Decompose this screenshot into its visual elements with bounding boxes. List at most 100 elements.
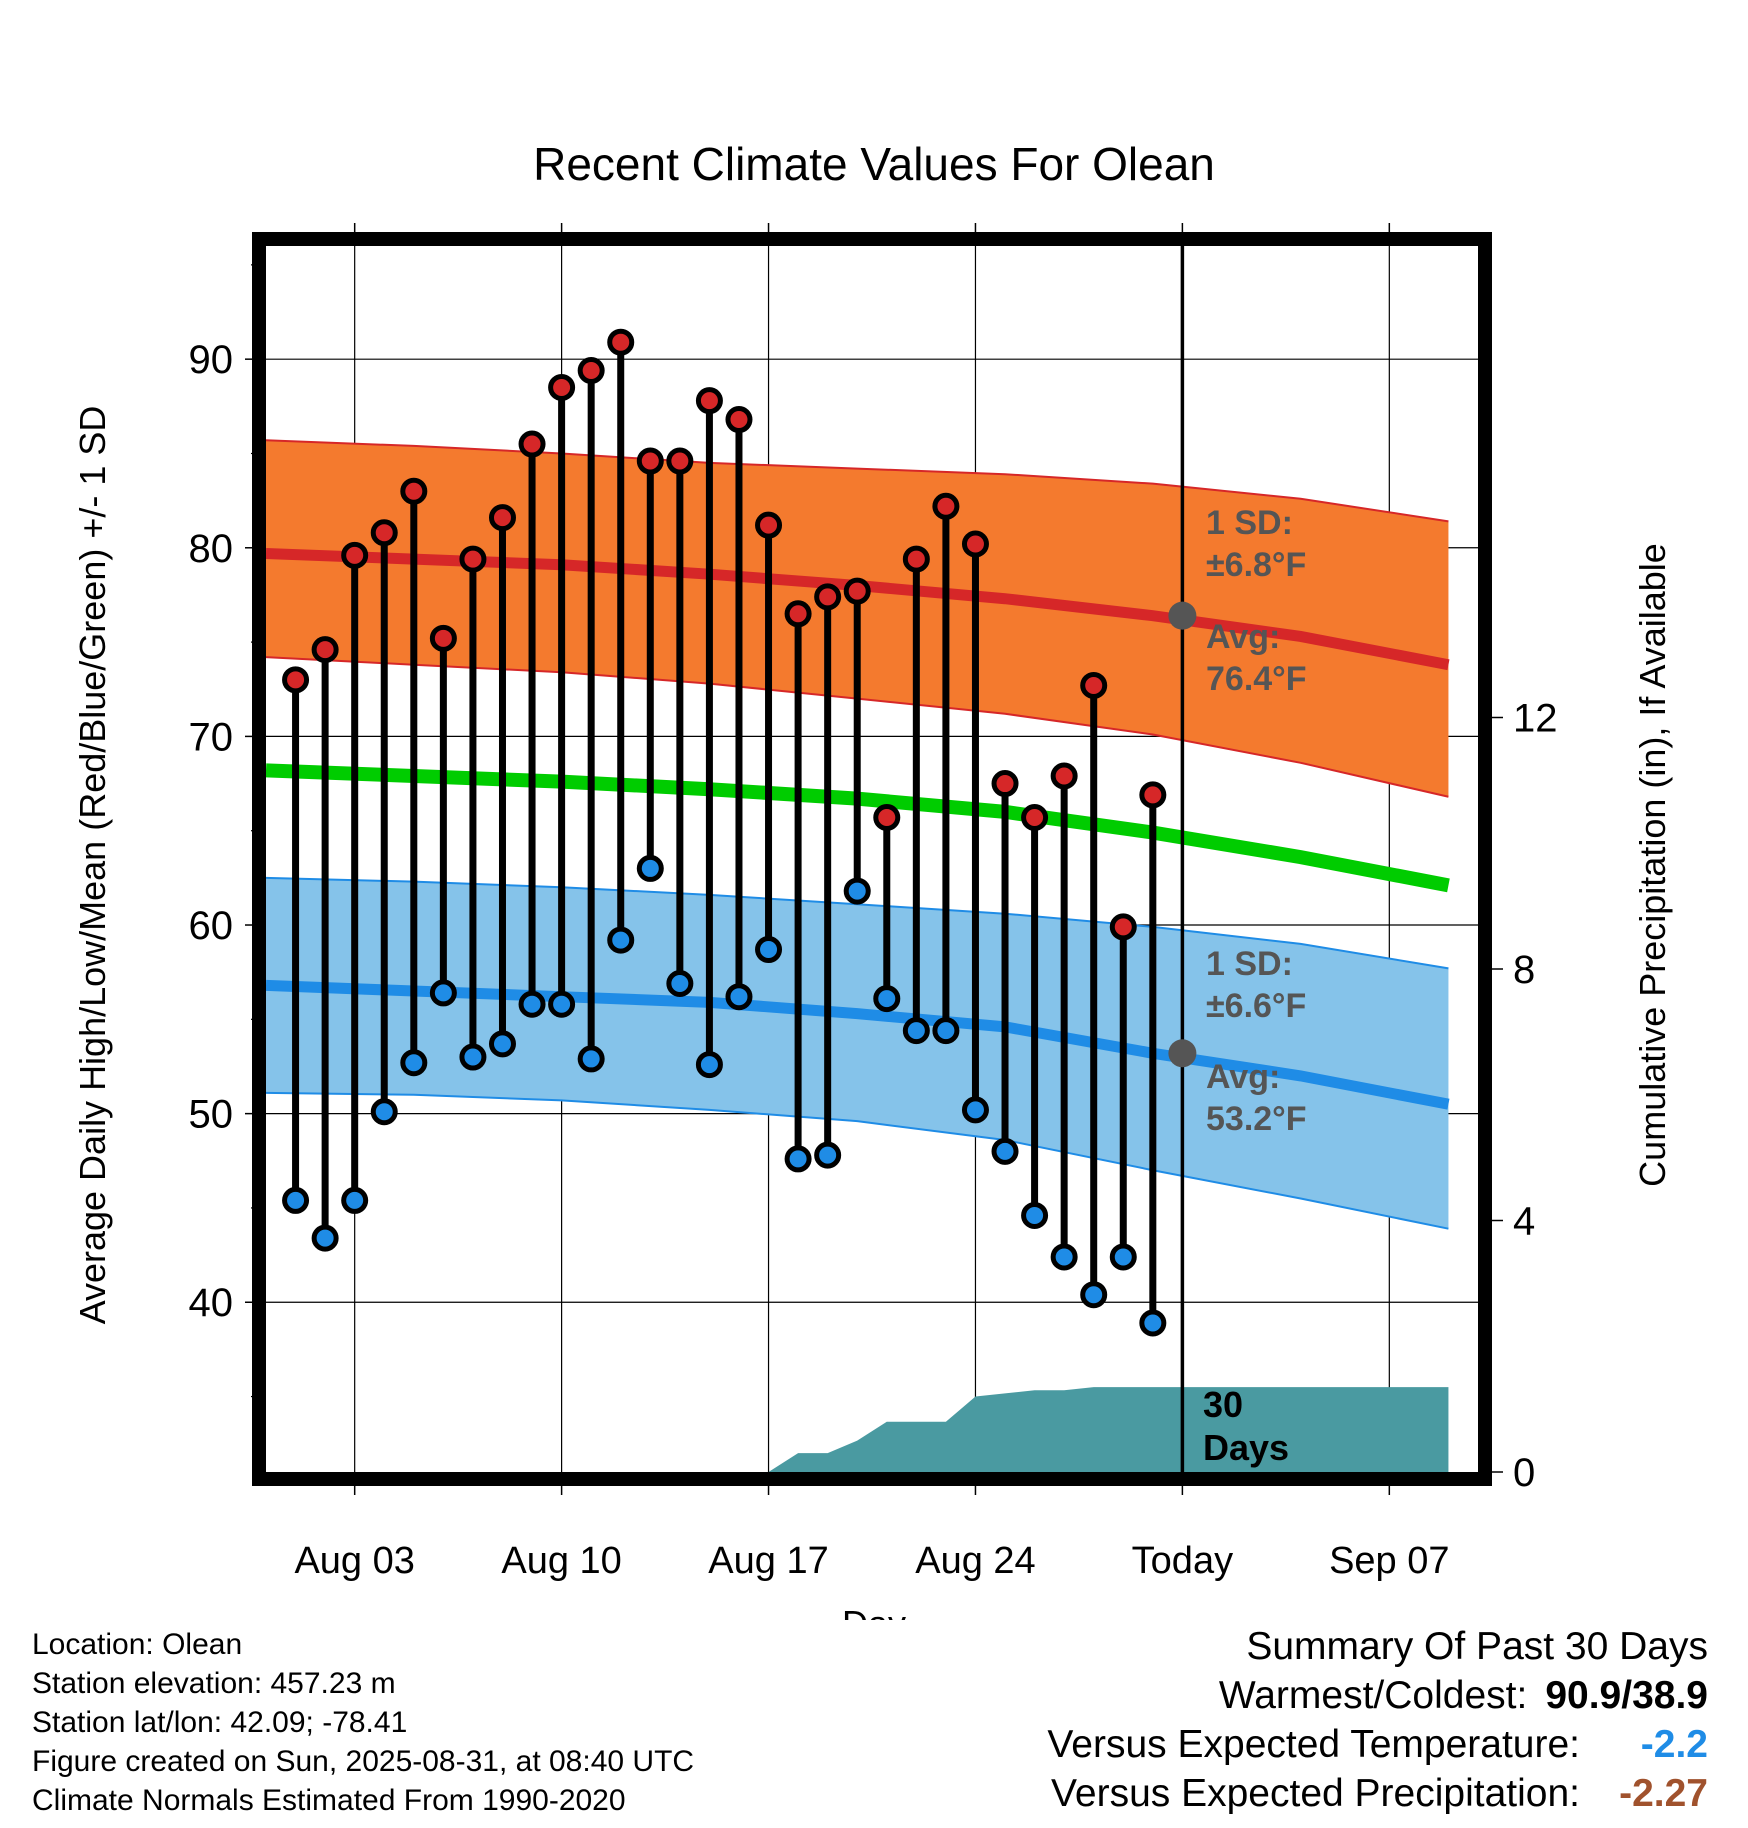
low-point-day-2 [311,1224,339,1252]
low-point-day-9 [518,990,546,1018]
info-normals: Climate Normals Estimated From 1990-2020 [32,1784,626,1817]
low-point-day-8 [488,1030,516,1058]
x-tick-label-2: Aug 17 [708,1540,828,1582]
y-tick-label-60: 60 [189,904,234,948]
plot-frame [252,232,1492,1486]
high-avg-title: Avg: [1206,618,1280,656]
daily-markers [282,328,1197,1337]
x-tick-label-0: Aug 03 [294,1540,414,1582]
low-point-day-17 [755,936,783,964]
high-avg-value: 76.4°F [1206,660,1307,698]
low-point-day-13 [636,854,664,882]
low-point-day-28 [1080,1281,1108,1309]
low-point-day-20 [843,877,871,905]
high-sd-title: 1 SD: [1206,504,1293,542]
x-tick-label-3: Aug 24 [915,1540,1035,1582]
daily-range-stems [292,342,1157,1323]
high-point-day-24 [961,530,989,558]
high-point-day-20 [843,577,871,605]
low-point-day-10 [548,990,576,1018]
y-tick-label-90: 90 [189,338,234,382]
low-point-day-5 [400,1049,428,1077]
high-point-day-8 [488,504,516,532]
y-tick-label-50: 50 [189,1093,234,1137]
summary-temp-label: Versus Expected Temperature: [1047,1723,1580,1766]
summary-warmest-row: Warmest/Coldest: 90.9/38.9 [1047,1671,1708,1720]
summary-warmest-label: Warmest/Coldest: [1218,1674,1528,1717]
info-latlon: Station lat/lon: 42.09; -78.41 [32,1706,408,1739]
high-point-day-16 [725,406,753,434]
summary-precip-label: Versus Expected Precipitation: [1051,1772,1580,1815]
summary-warmest-value: 90.9/38.9 [1545,1674,1708,1717]
climate-chart: Recent Climate Values For Olean 40506070… [72,138,1673,1620]
high-point-day-4 [370,519,398,547]
low-point-day-23 [932,1017,960,1045]
low-sd-title: 1 SD: [1206,945,1293,983]
x-tick-label-4: Today [1132,1540,1233,1582]
high-point-day-18 [784,600,812,628]
chart-title: Recent Climate Values For Olean [533,138,1215,190]
low-sd-lower-edge [265,1091,1449,1230]
high-point-day-19 [814,583,842,611]
summary-temp-row: Versus Expected Temperature: -2.2 [1047,1720,1708,1769]
today-high-normal-point [1168,601,1197,630]
y2-tick-label-4: 4 [1513,1200,1535,1244]
high-point-day-26 [1021,804,1049,832]
y-tick-label-70: 70 [189,715,234,759]
low-avg-title: Avg: [1206,1058,1280,1096]
low-point-day-22 [902,1017,930,1045]
info-location: Location: Olean [32,1628,243,1661]
low-point-day-12 [607,926,635,954]
high-point-day-27 [1050,762,1078,790]
high-point-day-21 [873,804,901,832]
high-point-day-28 [1080,671,1108,699]
precip-area [768,1387,1449,1472]
y2-axis-label: Cumulative Precipitation (in), If Availa… [1632,543,1673,1187]
low-point-day-16 [725,983,753,1011]
high-point-day-17 [755,511,783,539]
low-point-day-29 [1109,1243,1137,1271]
low-point-day-21 [873,985,901,1013]
high-point-day-7 [459,545,487,573]
summary-temp-value: -2.2 [1640,1723,1708,1766]
low-point-day-4 [370,1098,398,1126]
high-point-day-9 [518,430,546,458]
info-created: Figure created on Sun, 2025-08-31, at 08… [32,1745,695,1778]
summary-precip-row: Versus Expected Precipitation: -2.27 [1047,1769,1708,1818]
high-sd-upper-edge [265,439,1449,523]
low-point-day-30 [1139,1309,1167,1337]
high-point-day-12 [607,328,635,356]
days-label: Days [1203,1427,1289,1468]
high-point-day-13 [636,447,664,475]
y2-tick-label-8: 8 [1513,948,1535,992]
high-point-day-15 [695,387,723,415]
station-info: Location: Olean Station elevation: 457.2… [32,1625,694,1820]
low-point-day-11 [577,1045,605,1073]
low-point-day-26 [1021,1201,1049,1229]
high-point-day-11 [577,356,605,384]
low-sd-value: ±6.6°F [1206,987,1306,1025]
high-point-day-22 [902,545,930,573]
x-tick-label-5: Sep 07 [1329,1540,1449,1582]
y-axis-label: Average Daily High/Low/Mean (Red/Blue/Gr… [72,406,113,1325]
high-point-day-30 [1139,781,1167,809]
low-point-day-25 [991,1137,1019,1165]
low-point-day-18 [784,1145,812,1173]
precipitation-area [768,1387,1449,1472]
high-point-day-29 [1109,913,1137,941]
high-point-day-25 [991,770,1019,798]
days-count: 30 [1203,1384,1243,1425]
days-annotation: 30 Days [1203,1384,1289,1468]
high-point-day-1 [282,666,310,694]
y2-tick-label-0: 0 [1513,1451,1535,1495]
high-point-day-3 [341,541,369,569]
summary-title: Summary Of Past 30 Days [1246,1625,1708,1668]
low-point-day-27 [1050,1243,1078,1271]
high-point-day-23 [932,492,960,520]
low-point-day-7 [459,1043,487,1071]
x-axis-label: Day [842,1603,906,1620]
high-point-day-14 [666,447,694,475]
low-point-day-1 [282,1186,310,1214]
y2-tick-label-12: 12 [1513,697,1558,741]
